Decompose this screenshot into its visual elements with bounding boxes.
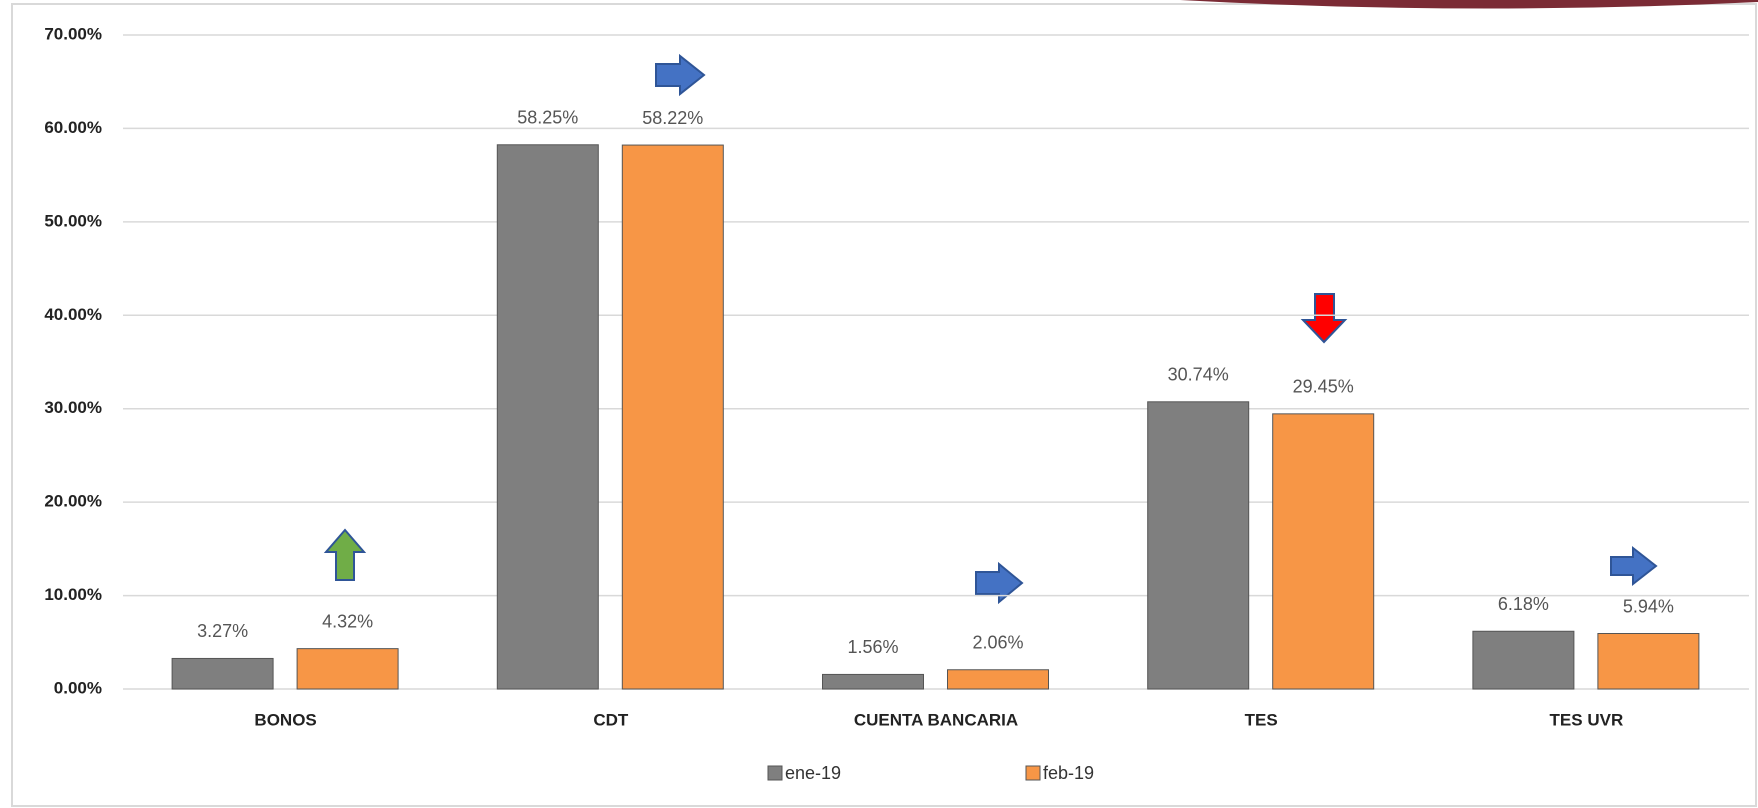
value-label: 29.45% [1293, 377, 1354, 397]
bar [1272, 413, 1375, 690]
y-tick-label: 20.00% [44, 492, 102, 511]
bar [947, 669, 1049, 690]
y-tick-label: 50.00% [44, 211, 102, 230]
bar [1597, 633, 1700, 690]
legend-label: feb-19 [1043, 763, 1094, 783]
bar [1147, 401, 1250, 690]
legend-swatch [1025, 765, 1041, 781]
value-label: 58.22% [642, 108, 703, 128]
x-tick-label: CDT [593, 710, 629, 729]
value-label: 6.18% [1498, 594, 1549, 614]
bar [171, 657, 274, 690]
arrow-right [975, 561, 1024, 605]
bar [621, 144, 724, 690]
x-tick-label: BONOS [254, 710, 316, 729]
x-tick-label: TES UVR [1550, 710, 1624, 729]
value-label: 30.74% [1168, 365, 1229, 385]
value-label: 3.27% [197, 621, 248, 641]
value-label: 2.06% [972, 633, 1023, 653]
legend-label: ene-19 [785, 763, 841, 783]
y-tick-label: 40.00% [44, 305, 102, 324]
y-tick-label: 0.00% [54, 678, 102, 697]
value-label: 4.32% [322, 611, 373, 631]
y-tick-label: 10.00% [44, 585, 102, 604]
arrow-down [1300, 293, 1348, 344]
bar [496, 144, 599, 690]
bar [296, 648, 399, 690]
value-label: 1.56% [847, 637, 898, 657]
y-tick-label: 30.00% [44, 398, 102, 417]
bar [822, 673, 924, 690]
y-tick-label: 70.00% [44, 24, 102, 43]
x-tick-label: CUENTA BANCARIA [854, 710, 1018, 729]
arrow-right [655, 53, 706, 97]
arrow-up [323, 528, 367, 581]
arrow-right [1610, 545, 1658, 587]
bar [1472, 630, 1575, 690]
value-label: 5.94% [1623, 596, 1674, 616]
value-label: 58.25% [517, 108, 578, 128]
legend-swatch [767, 765, 783, 781]
x-tick-label: TES [1245, 710, 1278, 729]
y-tick-label: 60.00% [44, 118, 102, 137]
corner-decoration [1180, 0, 1758, 9]
